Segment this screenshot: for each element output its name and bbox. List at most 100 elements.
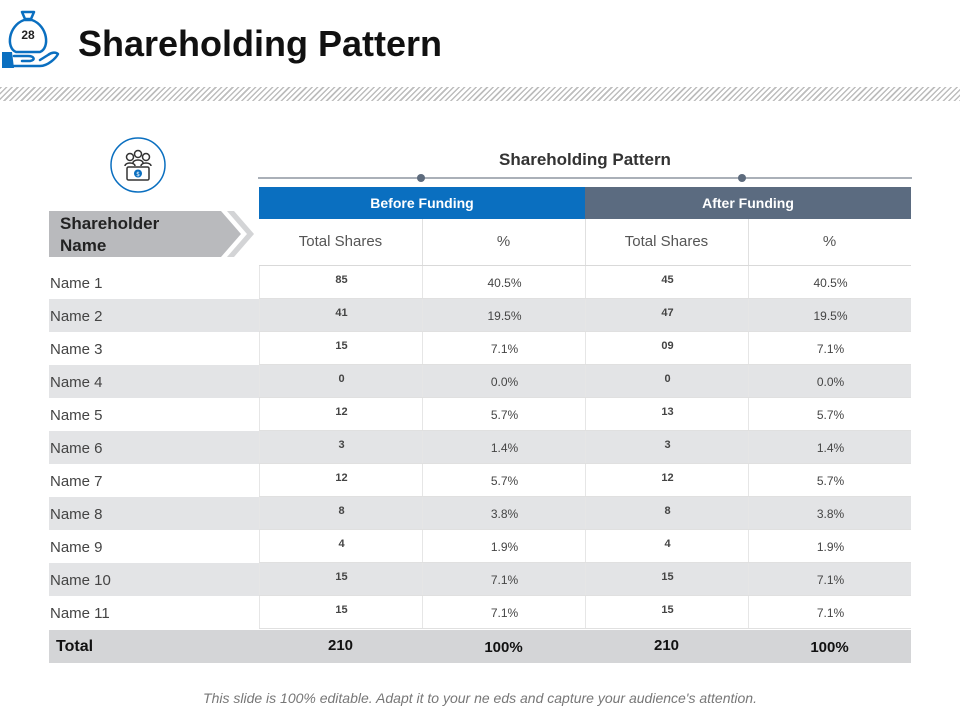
after-shares-cell: 45 (585, 266, 749, 299)
table-row: Name 6 3 1.4% 3 1.4% (49, 431, 911, 464)
before-pct-cell: 0.0% (422, 365, 586, 398)
before-pct-cell: 1.4% (422, 431, 586, 464)
svg-text:$: $ (136, 171, 140, 178)
before-pct-cell: 1.9% (422, 530, 586, 563)
shareholder-name-label: Shareholder Name (60, 214, 160, 255)
after-pct-cell: 19.5% (748, 299, 912, 332)
shareholder-name: Name 4 (50, 374, 103, 391)
after-pct-cell: 1.4% (748, 431, 912, 464)
after-pct-cell: 0.0% (748, 365, 912, 398)
after-shares-cell: 15 (585, 596, 749, 629)
table-row: Name 11 15 7.1% 15 7.1% (49, 596, 911, 629)
before-pct-cell: 19.5% (422, 299, 586, 332)
total-label: Total (56, 638, 94, 655)
rule-dot-left (417, 174, 425, 182)
before-pct-cell: 7.1% (422, 596, 586, 629)
shareholder-name-label-shape (49, 211, 254, 257)
row-divider (259, 331, 911, 332)
before-shares-cell: 8 (259, 497, 423, 530)
after-pct-cell: 5.7% (748, 464, 912, 497)
table-title-rule (258, 177, 912, 179)
before-shares-cell: 3 (259, 431, 423, 464)
table-row: Name 3 15 7.1% 09 7.1% (49, 332, 911, 365)
before-shares-cell: 0 (259, 365, 423, 398)
shareholder-name: Name 9 (50, 539, 103, 556)
after-pct-cell: 40.5% (748, 266, 912, 299)
row-divider (259, 628, 911, 629)
before-pct-cell: 40.5% (422, 266, 586, 299)
shareholder-name: Name 2 (50, 308, 103, 325)
table-row: Name 4 0 0.0% 0 0.0% (49, 365, 911, 398)
shareholder-name: Name 10 (50, 572, 111, 589)
after-shares-cell: 3 (585, 431, 749, 464)
shareholder-name: Name 8 (50, 506, 103, 523)
shareholder-name: Name 11 (50, 605, 110, 622)
col-header-after-shares: Total Shares (585, 219, 749, 266)
after-pct-cell: 1.9% (748, 530, 912, 563)
page-title: Shareholding Pattern (78, 23, 443, 64)
after-shares-cell: 0 (585, 365, 749, 398)
before-shares-cell: 12 (259, 398, 423, 431)
total-after-shares: 210 (653, 637, 680, 654)
rule-dot-right (738, 174, 746, 182)
before-pct-cell: 5.7% (422, 464, 586, 497)
col-header-before-pct: % (422, 219, 586, 266)
before-shares-cell: 85 (259, 266, 423, 299)
table-row: Name 7 12 5.7% 12 5.7% (49, 464, 911, 497)
after-pct-cell: 5.7% (748, 398, 912, 431)
table-row: Name 9 4 1.9% 4 1.9% (49, 530, 911, 563)
table-row: Name 1 85 40.5% 45 40.5% (49, 266, 911, 299)
col-header-after-pct: % (748, 219, 911, 266)
table-row: Name 10 15 7.1% 15 7.1% (49, 563, 911, 596)
shareholder-name: Name 6 (50, 440, 103, 457)
before-pct-cell: 7.1% (422, 563, 586, 596)
shareholders-money-icon: $ (110, 137, 166, 193)
shareholder-name: Name 5 (50, 407, 103, 424)
row-divider (259, 430, 911, 431)
after-shares-cell: 12 (585, 464, 749, 497)
table-row: Name 5 12 5.7% 13 5.7% (49, 398, 911, 431)
total-before-shares: 210 (327, 637, 354, 654)
before-funding-header: Before Funding (259, 187, 585, 219)
title-divider (0, 87, 960, 101)
before-shares-cell: 12 (259, 464, 423, 497)
row-divider (259, 298, 911, 299)
row-divider (259, 496, 911, 497)
before-pct-cell: 3.8% (422, 497, 586, 530)
after-shares-cell: 09 (585, 332, 749, 365)
before-shares-cell: 41 (259, 299, 423, 332)
after-shares-cell: 15 (585, 563, 749, 596)
total-row: Total 210 100% 210 100% (49, 630, 911, 663)
after-pct-cell: 7.1% (748, 596, 912, 629)
before-shares-cell: 15 (259, 332, 423, 365)
after-pct-cell: 7.1% (748, 563, 912, 596)
row-divider (259, 595, 911, 596)
before-shares-cell: 15 (259, 596, 423, 629)
after-shares-cell: 13 (585, 398, 749, 431)
before-pct-cell: 5.7% (422, 398, 586, 431)
table-title: Shareholding Pattern (499, 150, 671, 169)
after-shares-cell: 47 (585, 299, 749, 332)
row-divider (259, 364, 911, 365)
after-pct-cell: 7.1% (748, 332, 912, 365)
shareholder-name: Name 3 (50, 341, 103, 358)
col-header-before-shares: Total Shares (259, 219, 423, 266)
after-shares-cell: 8 (585, 497, 749, 530)
table-row: Name 2 41 19.5% 47 19.5% (49, 299, 911, 332)
before-shares-cell: 15 (259, 563, 423, 596)
after-funding-header: After Funding (585, 187, 911, 219)
row-divider (259, 562, 911, 563)
before-pct-cell: 7.1% (422, 332, 586, 365)
total-after-pct: 100% (810, 639, 849, 656)
shareholder-name: Name 7 (50, 473, 103, 490)
row-divider (259, 397, 911, 398)
after-pct-cell: 3.8% (748, 497, 912, 530)
shareholder-name: Name 1 (50, 275, 103, 292)
table-row: Name 8 8 3.8% 8 3.8% (49, 497, 911, 530)
row-divider (259, 529, 911, 530)
after-shares-cell: 4 (585, 530, 749, 563)
total-before-pct: 100% (484, 639, 523, 656)
before-shares-cell: 4 (259, 530, 423, 563)
footer-note: This slide is 100% editable. Adapt it to… (203, 690, 757, 706)
page-number: 28 (21, 28, 35, 42)
